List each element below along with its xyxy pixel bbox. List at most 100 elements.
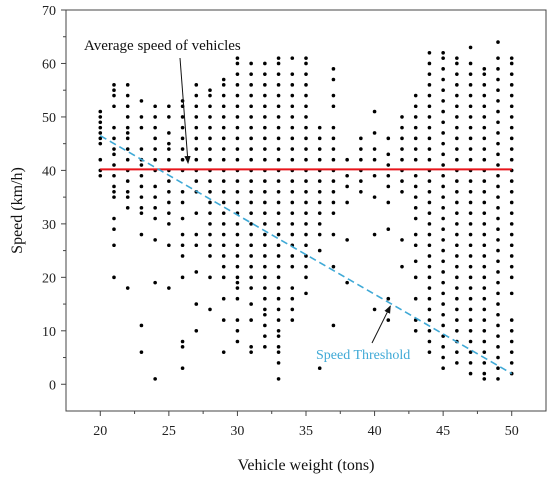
data-point — [98, 173, 103, 178]
data-point — [221, 296, 226, 301]
data-point — [413, 275, 418, 280]
data-point — [221, 211, 226, 215]
data-point — [112, 152, 116, 157]
data-point — [194, 136, 199, 141]
data-point — [331, 157, 336, 162]
data-point — [482, 264, 487, 269]
data-point — [139, 195, 144, 199]
data-point — [331, 93, 336, 98]
data-point — [125, 104, 130, 109]
data-point — [304, 291, 308, 296]
data-point — [509, 329, 514, 333]
data-point — [167, 222, 171, 226]
data-point — [263, 232, 267, 237]
data-point — [345, 184, 349, 189]
data-point — [208, 115, 212, 119]
data-point — [139, 211, 144, 215]
data-point — [112, 147, 116, 151]
data-point — [235, 296, 240, 301]
data-point — [304, 179, 308, 183]
data-point — [468, 136, 473, 141]
data-point — [317, 222, 322, 226]
data-point — [386, 227, 391, 232]
data-point — [386, 136, 391, 141]
data-point — [125, 147, 130, 151]
data-point — [359, 147, 363, 151]
data-point — [468, 222, 473, 226]
data-point — [221, 189, 226, 194]
data-point — [496, 152, 500, 157]
data-point — [153, 280, 157, 285]
data-point — [441, 312, 445, 317]
data-point — [386, 184, 391, 189]
data-point — [441, 195, 445, 199]
data-point — [509, 179, 514, 183]
data-point — [413, 216, 418, 221]
data-point — [509, 291, 514, 296]
data-point — [441, 302, 445, 306]
data-point — [180, 232, 185, 237]
data-point — [509, 264, 514, 269]
data-point — [221, 136, 226, 141]
data-point — [441, 216, 445, 221]
data-point — [496, 334, 500, 338]
data-point — [235, 243, 240, 248]
data-point — [509, 83, 514, 87]
data-point — [112, 243, 116, 248]
data-point — [180, 200, 185, 205]
data-point — [509, 318, 514, 322]
data-point — [441, 238, 445, 242]
data-point — [496, 77, 500, 82]
data-point — [386, 163, 391, 167]
data-point — [427, 307, 432, 312]
data-point — [290, 189, 295, 194]
data-point — [263, 83, 267, 87]
data-point — [125, 189, 130, 194]
average-speed-arrow — [179, 57, 191, 164]
data-point — [509, 200, 514, 205]
data-point — [345, 157, 349, 162]
data-point — [180, 136, 185, 141]
data-point — [139, 125, 144, 130]
data-point — [441, 67, 445, 71]
data-point — [413, 125, 418, 130]
data-point — [249, 211, 253, 215]
data-point — [441, 270, 445, 274]
data-point — [304, 264, 308, 269]
data-point — [208, 189, 212, 194]
data-point — [194, 232, 199, 237]
data-point — [427, 200, 432, 205]
data-point — [125, 179, 130, 183]
data-point — [194, 211, 199, 215]
data-point — [276, 377, 281, 381]
data-point — [482, 104, 487, 109]
data-point — [372, 307, 377, 312]
data-point — [276, 93, 281, 98]
data-point — [345, 200, 349, 205]
x-tick-label: 50 — [505, 424, 519, 439]
data-point — [153, 147, 157, 151]
data-point — [413, 184, 418, 189]
data-point — [496, 280, 500, 285]
data-point — [413, 195, 418, 199]
data-point — [112, 195, 116, 199]
data-point — [290, 296, 295, 301]
data-point — [482, 371, 487, 376]
data-point — [290, 104, 295, 109]
data-point — [468, 329, 473, 333]
data-point — [468, 200, 473, 205]
data-point — [112, 275, 116, 280]
data-point — [263, 323, 267, 328]
data-point — [249, 243, 253, 248]
data-point — [249, 179, 253, 183]
data-point — [263, 104, 267, 109]
data-point — [509, 361, 514, 365]
data-point — [413, 173, 418, 178]
data-point — [441, 152, 445, 157]
data-point — [249, 232, 253, 237]
data-point — [455, 361, 459, 365]
data-point — [235, 125, 240, 130]
data-point — [139, 323, 144, 328]
data-point — [304, 61, 308, 66]
data-point — [180, 115, 185, 119]
